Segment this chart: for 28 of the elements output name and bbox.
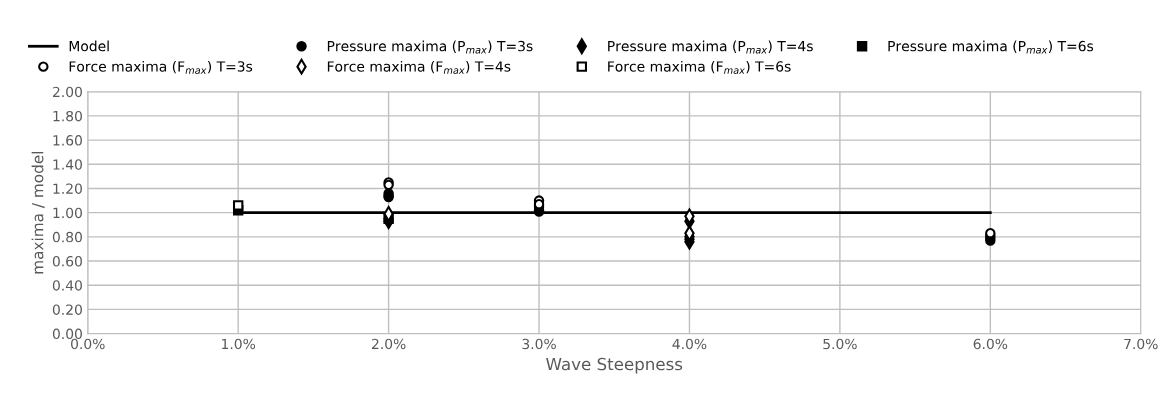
x-axis-title: Wave Steepness — [546, 357, 683, 374]
y-tick-label: 0.00 — [52, 328, 82, 340]
x-tick-label: 7.0% — [1124, 338, 1158, 350]
y-axis-title: maxima / model — [31, 152, 45, 274]
y-tick-label: 1.60 — [53, 135, 82, 146]
legend-label: Force maxima (F$_{max}$) T=6s — [608, 60, 791, 74]
y-tick-label: 0.20 — [52, 304, 82, 315]
y-tick-label: 0.60 — [52, 256, 82, 267]
legend-label: Pressure maxima (P$_{max}$) T=3s — [327, 40, 533, 54]
y-tick-label: 0.40 — [52, 280, 82, 291]
x-tick-label: 2.0% — [371, 338, 406, 350]
x-tick-label: 6.0% — [973, 338, 1008, 350]
legend-label: Force maxima (F$_{max}$) T=3s — [69, 60, 253, 74]
legend-label: Model — [69, 40, 109, 52]
legend-label: Pressure maxima (P$_{max}$) T=6s — [888, 40, 1094, 54]
y-tick-label: 1.40 — [53, 159, 82, 170]
x-tick-label: 5.0% — [823, 338, 857, 350]
legend-label: Force maxima (F$_{max}$) T=4s — [327, 60, 511, 74]
x-tick-label: 3.0% — [522, 338, 556, 350]
y-tick-label: 2.00 — [52, 86, 82, 98]
legend-label: Pressure maxima (P$_{max}$) T=4s — [608, 40, 813, 54]
x-tick-label: 0.0% — [71, 338, 105, 350]
y-tick-label: 0.80 — [52, 231, 82, 243]
x-tick-label: 1.0% — [222, 338, 256, 350]
y-tick-label: 1.20 — [53, 183, 82, 194]
y-tick-label: 1.80 — [53, 110, 82, 122]
x-tick-label: 4.0% — [672, 338, 707, 350]
y-tick-label: 1.00 — [53, 207, 82, 219]
